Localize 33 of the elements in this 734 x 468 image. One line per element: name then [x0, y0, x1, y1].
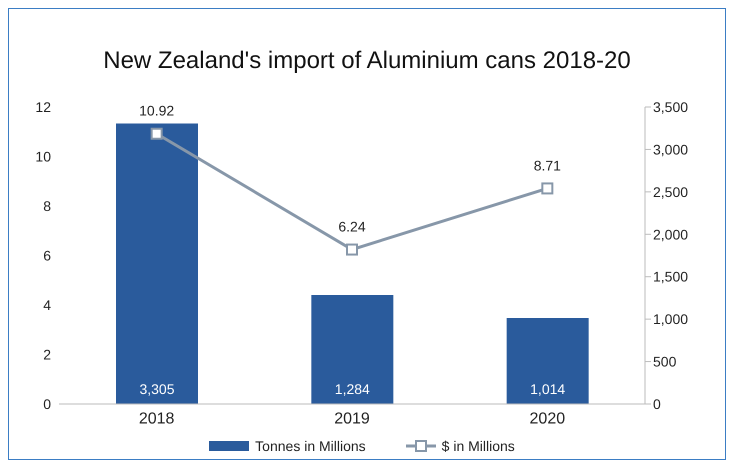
point — [541, 182, 554, 194]
point — [346, 244, 358, 256]
data-label: 1,284 — [334, 381, 370, 397]
y2-tick-label: 3,500 — [653, 98, 688, 115]
chart-title: New Zealand's import of Aluminium cans 2018-20 — [102, 46, 632, 76]
data-label: 3,305 — [139, 381, 175, 397]
x-tick-label: 2018 — [138, 410, 175, 428]
y-tick-label: 12 — [35, 98, 52, 115]
bar — [506, 318, 589, 404]
data-label: 1,014 — [530, 381, 566, 397]
legend-label: $ in Millions — [440, 438, 515, 454]
point — [150, 128, 163, 140]
y2-tick-label: 1,500 — [653, 268, 688, 285]
y2-tick-label: 2,500 — [653, 184, 688, 200]
y-tick-label: 2 — [43, 346, 52, 362]
y2-tick-label: 500 — [653, 354, 677, 370]
data-label: 6.24 — [338, 218, 366, 235]
data-label: 8.71 — [534, 157, 562, 174]
y2-tick-label: 3,000 — [653, 141, 688, 158]
data-label: 10.92 — [139, 102, 174, 119]
bar — [116, 124, 198, 404]
y-tick-label: 4 — [43, 296, 52, 313]
x-tick-label: 2020 — [530, 410, 566, 428]
y-tick-label: 6 — [43, 247, 52, 264]
y-tick-label: 0 — [43, 396, 52, 412]
y2-tick-label: 2,000 — [653, 226, 688, 242]
y2-tick-label: 1,000 — [653, 311, 688, 328]
y2-tick-label: 0 — [653, 396, 661, 412]
y-tick-label: 8 — [43, 198, 52, 214]
legend-label: Tonnes in Millions — [254, 438, 366, 454]
bar — [311, 295, 394, 404]
y-tick-label: 10 — [35, 148, 52, 164]
x-tick-label: 2019 — [334, 410, 370, 428]
